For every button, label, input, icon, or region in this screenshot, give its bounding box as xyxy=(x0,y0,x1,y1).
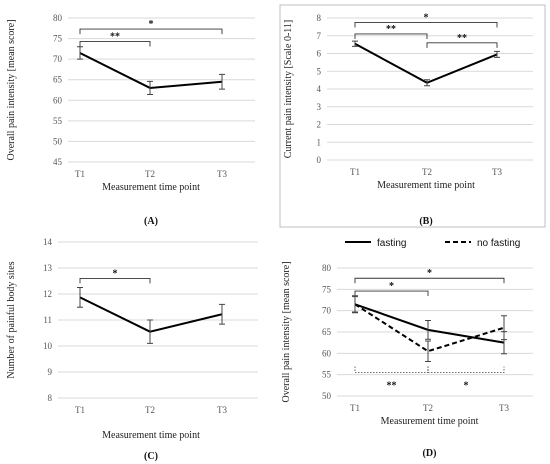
chart-d-ytick-label: 60 xyxy=(322,348,332,358)
chart-b-ytick-label: 7 xyxy=(317,31,322,41)
chart-d-series-0-line xyxy=(354,303,505,344)
chart-a-ytick-label: 50 xyxy=(53,136,63,146)
chart-a-yaxis-label: Overall pain intensity [mean score] xyxy=(6,19,17,160)
chart-b-ytick-label: 3 xyxy=(317,102,322,112)
chart-a-xtick-label: T2 xyxy=(145,169,155,179)
chart-c-xtick-label: T2 xyxy=(145,405,155,415)
chart-d-ytick-label: 50 xyxy=(322,391,332,401)
chart-b-yaxis-label: Current pain intensity [Scale 0-11] xyxy=(283,20,294,158)
chart-b-significance-bracket xyxy=(354,33,428,39)
chart-a-significance-bracket xyxy=(79,41,151,47)
chart-b-ytick-label: 8 xyxy=(317,13,322,23)
chart-a-series-0-line xyxy=(79,52,223,89)
chart-c-yaxis-label: Number of painful body sites xyxy=(6,261,17,378)
chart-c-significance-label: * xyxy=(113,268,118,279)
chart-c-ytick-label: 9 xyxy=(48,367,53,377)
chart-d-ytick-label: 55 xyxy=(322,370,332,380)
chart-c-significance-bracket xyxy=(79,277,151,284)
chart-b-ytick-label: 0 xyxy=(317,155,322,165)
chart-a-significance-label: ** xyxy=(110,31,120,42)
panel-a-label: (A) xyxy=(144,216,158,227)
chart-d-xtick-label: T2 xyxy=(423,403,433,413)
chart-a-xtick-label: T3 xyxy=(217,169,227,179)
chart-d-lower-significance-label: ** xyxy=(387,381,397,392)
chart-c-ytick-label: 12 xyxy=(43,289,52,299)
chart-d-xtick-label: T3 xyxy=(499,403,509,413)
chart-c-ytick-label: 11 xyxy=(43,315,52,325)
chart-d-xtick-label: T1 xyxy=(350,403,360,413)
chart-b-significance-bracket xyxy=(354,21,498,28)
chart-a-ytick-label: 45 xyxy=(53,157,63,167)
chart-b-xtick-label: T3 xyxy=(492,167,502,177)
chart-d-lower-significance-label: * xyxy=(464,381,469,392)
chart-a-xaxis-label: Measurement time point xyxy=(102,182,200,193)
chart-a-ytick-label: 60 xyxy=(53,95,63,105)
chart-b-significance-label: * xyxy=(424,12,429,23)
chart-d-lower-bracket xyxy=(427,366,505,373)
panel-a: 45 50 55 60 65 70 75 80 T1 T2 T3 Measurement time p… xyxy=(0,0,275,232)
chart-a-ytick-label: 80 xyxy=(53,13,63,23)
chart-d-significance-bracket xyxy=(354,277,505,284)
chart-d-ytick-label: 70 xyxy=(322,306,332,316)
chart-b-ytick-label: 6 xyxy=(317,49,322,59)
chart-d-yaxis-label: Overall pain intensity [mean score] xyxy=(281,261,292,402)
chart-d-lower-bracket xyxy=(354,366,429,373)
chart-d-series-1-line xyxy=(354,303,505,353)
panel-b: 0 1 2 3 4 5 6 7 8 T1 T2 T3 Measurement time point Cur… xyxy=(275,0,550,232)
chart-c-ytick-label: 10 xyxy=(43,341,53,351)
chart-a-ytick-label: 75 xyxy=(53,34,63,44)
chart-d-significance-label: * xyxy=(427,268,432,279)
chart-a-svg: 45 50 55 60 65 70 75 80 T1 T2 T3 Measurement time p… xyxy=(6,13,255,227)
chart-a-ytick-label: 70 xyxy=(53,54,63,64)
chart-a-xtick-label: T1 xyxy=(75,169,85,179)
panel-c: 8 9 10 11 12 13 14 T1 T2 T3 Measurement time point… xyxy=(0,232,275,464)
chart-a-significance-bracket xyxy=(79,28,223,35)
chart-b-ytick-label: 2 xyxy=(317,120,322,130)
legend-d-label: fasting xyxy=(377,238,406,249)
chart-b-significance-label: ** xyxy=(457,33,467,44)
chart-b-ytick-label: 5 xyxy=(317,66,322,76)
chart-b-xtick-label: T1 xyxy=(350,167,360,177)
chart-c-xtick-label: T1 xyxy=(75,405,85,415)
chart-b-series-0-line xyxy=(354,42,498,84)
chart-d-ytick-label: 65 xyxy=(322,327,332,337)
chart-d-significance-label: * xyxy=(389,281,394,292)
panel-c-label: (C) xyxy=(144,451,158,462)
chart-b-ytick-label: 1 xyxy=(317,137,322,147)
chart-d-ytick-label: 80 xyxy=(322,263,332,273)
chart-d-ytick-label: 75 xyxy=(322,284,332,294)
panel-b-label: (B) xyxy=(419,216,432,227)
chart-c-xtick-label: T3 xyxy=(217,405,227,415)
chart-a-significance-label: * xyxy=(149,19,154,30)
chart-c-xaxis-label: Measurement time point xyxy=(102,430,200,441)
legend-d-label: no fasting xyxy=(477,238,520,249)
chart-b-significance-label: ** xyxy=(386,24,396,35)
chart-b-significance-bracket xyxy=(426,42,498,48)
chart-a-ytick-label: 55 xyxy=(53,116,63,126)
chart-d-svg: 50 55 60 65 70 75 80 T1 T2 T3 Measurement time poi… xyxy=(281,238,533,459)
chart-b-xaxis-label: Measurement time point xyxy=(377,180,475,191)
chart-b-ytick-label: 4 xyxy=(317,84,322,94)
chart-c-ytick-label: 8 xyxy=(48,393,53,403)
panel-b-frame xyxy=(279,4,546,228)
chart-c-ytick-label: 14 xyxy=(43,237,53,247)
chart-d-significance-bracket xyxy=(354,290,429,297)
chart-b-xtick-label: T2 xyxy=(422,167,432,177)
chart-c-series-0-line xyxy=(79,296,223,333)
chart-b-svg: 0 1 2 3 4 5 6 7 8 T1 T2 T3 Measurement time point Cur… xyxy=(279,4,546,228)
chart-a-ytick-label: 65 xyxy=(53,75,63,85)
chart-c-ytick-label: 13 xyxy=(43,263,53,273)
chart-d-xaxis-label: Measurement time point xyxy=(381,416,479,427)
panel-d-label: (D) xyxy=(423,448,437,459)
panel-d: 50 55 60 65 70 75 80 T1 T2 T3 Measurement time poi… xyxy=(275,232,550,464)
chart-c-svg: 8 9 10 11 12 13 14 T1 T2 T3 Measurement time point… xyxy=(6,237,258,462)
